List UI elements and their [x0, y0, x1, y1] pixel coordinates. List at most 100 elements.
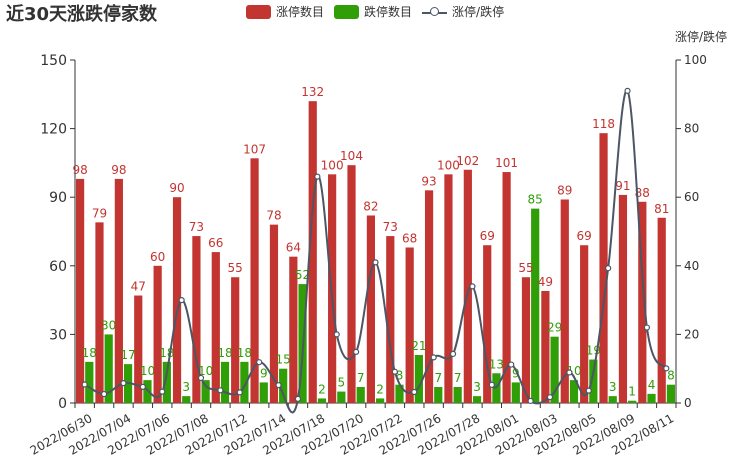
data-label-limit-up: 101: [495, 156, 518, 170]
data-label-limit-down: 21: [411, 339, 426, 353]
legend-line-ratio: [422, 5, 448, 19]
data-label-limit-up: 102: [456, 154, 479, 168]
data-label-limit-down: 18: [82, 346, 97, 360]
ratio-point: [236, 389, 243, 396]
data-label-limit-up: 69: [577, 229, 592, 243]
data-label-limit-down: 2: [318, 382, 326, 396]
bar-limit-down: [259, 382, 268, 403]
y-left-tick-label: 90: [49, 190, 67, 206]
data-label-limit-up: 90: [169, 181, 184, 195]
ratio-point: [469, 283, 476, 290]
bar-limit-down: [395, 384, 404, 403]
bar-limit-up: [463, 169, 472, 403]
bar-limit-up: [153, 265, 162, 403]
bar-limit-down: [376, 398, 385, 403]
bar-limit-up: [638, 201, 647, 403]
ratio-line: [84, 89, 668, 414]
data-label-limit-up: 91: [615, 179, 630, 193]
ratio-point: [81, 381, 88, 388]
bar-limit-down: [550, 336, 559, 403]
bar-limit-up: [444, 174, 453, 403]
bar-limit-up: [405, 247, 414, 403]
legend-label-limit-down: 跌停数目: [364, 5, 413, 19]
data-label-limit-up: 132: [301, 85, 324, 99]
chart-title: 近30天涨跌停家数: [6, 4, 158, 25]
bar-limit-up: [580, 245, 589, 403]
bar-limit-down: [472, 396, 482, 403]
data-label-limit-down: 1: [628, 385, 636, 399]
data-label-limit-down: 18: [159, 346, 174, 360]
data-label-limit-down: 5: [338, 376, 346, 390]
y-right-tick-label: 20: [684, 327, 699, 341]
bar-limit-down: [434, 386, 443, 403]
data-label-limit-down: 13: [489, 357, 504, 371]
y-left-tick-label: 0: [58, 396, 67, 412]
data-label-limit-down: 2: [376, 382, 384, 396]
ratio-point: [643, 324, 651, 331]
bar-limit-up: [308, 101, 317, 403]
ratio-point: [372, 259, 379, 266]
bar-limit-up: [618, 194, 628, 403]
data-label-limit-down: 9: [512, 366, 520, 380]
bar-limit-down: [666, 384, 676, 403]
ratio-point: [391, 368, 398, 375]
data-label-limit-up: 64: [286, 241, 301, 255]
ratio-point: [546, 394, 554, 401]
bar-limit-up: [75, 178, 85, 403]
data-label-limit-down: 7: [357, 371, 365, 385]
y-right-tick-label: 80: [684, 122, 699, 136]
legend-item-limit-down[interactable]: 跌停数目: [334, 3, 412, 20]
ratio-point: [333, 331, 340, 338]
data-label-limit-down: 8: [396, 369, 404, 383]
bar-limit-up: [192, 236, 201, 403]
bar-limit-up: [541, 290, 550, 403]
bar-limit-up: [250, 158, 259, 403]
bar-limit-down: [608, 396, 617, 403]
bar-limit-up: [172, 197, 182, 403]
data-label-limit-up: 73: [383, 220, 398, 234]
legend-item-ratio[interactable]: 涨停/跌停: [422, 3, 504, 20]
data-label-limit-down: 3: [182, 380, 190, 394]
bar-limit-down: [162, 361, 171, 403]
bar-limit-down: [414, 354, 423, 403]
data-label-limit-up: 100: [321, 158, 344, 172]
bar-limit-down: [182, 396, 191, 403]
bar-limit-up: [114, 178, 123, 403]
data-label-limit-down: 18: [237, 346, 252, 360]
y-right-tick-label: 40: [684, 259, 699, 273]
bar-limit-up: [95, 222, 104, 403]
data-label-limit-up: 47: [131, 280, 146, 294]
data-label-limit-up: 104: [340, 149, 363, 163]
data-label-limit-down: 3: [609, 380, 617, 394]
bar-limit-down: [104, 334, 113, 403]
data-label-limit-down: 85: [528, 193, 543, 207]
ratio-point: [178, 297, 185, 304]
data-label-limit-down: 52: [295, 268, 310, 282]
y-right-axis-label: 涨停/跌停: [675, 29, 727, 44]
ratio-point: [449, 350, 457, 358]
bar-limit-down: [85, 361, 94, 403]
ratio-point: [120, 380, 127, 387]
data-label-limit-down: 15: [276, 353, 291, 367]
ratio-point: [411, 388, 418, 396]
data-label-limit-down: 7: [434, 371, 442, 385]
data-label-limit-up: 81: [654, 202, 669, 216]
data-label-limit-up: 66: [208, 236, 223, 250]
data-label-limit-down: 29: [547, 321, 562, 335]
data-label-limit-up: 55: [518, 261, 533, 275]
y-left-tick-label: 120: [40, 122, 67, 138]
ratio-point: [217, 387, 224, 394]
bar-limit-up: [502, 172, 511, 403]
data-label-limit-up: 68: [402, 232, 417, 246]
data-label-limit-up: 107: [243, 142, 266, 156]
legend-item-limit-up[interactable]: 涨停数目: [246, 3, 324, 20]
ratio-point: [100, 390, 108, 398]
bar-limit-up: [134, 295, 143, 403]
ratio-point: [159, 388, 166, 395]
legend: 涨停数目 跌停数目 涨停/跌停: [246, 3, 514, 20]
ratio-point: [508, 361, 515, 368]
data-label-limit-down: 10: [140, 364, 155, 378]
y-right-tick-label: 100: [684, 53, 707, 67]
data-label-limit-up: 100: [437, 158, 460, 172]
